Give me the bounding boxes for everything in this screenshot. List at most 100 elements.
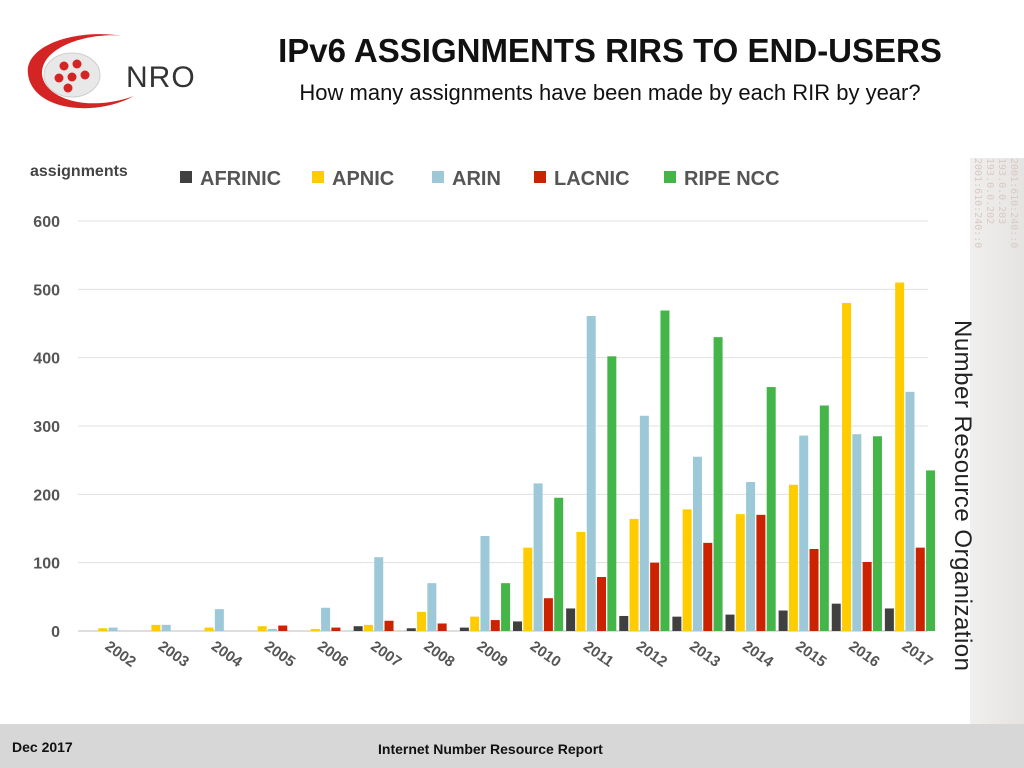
bar-apnic-2017 [895,282,905,631]
legend: AFRINIC APNIC ARIN LACNIC RIPE NCC [180,168,780,190]
x-tick-label: 2012 [633,638,670,671]
page-title: IPv6 ASSIGNMENTS RIRS TO END-USERS [278,32,942,69]
bar-arin-2014 [746,482,756,631]
bar-arin-2011 [586,315,596,631]
bar-arin-2008 [427,583,437,631]
bar-afrinic-2011 [566,608,576,631]
y-tick-label: 500 [33,282,60,299]
bg-number: 193.0.0.202 [984,158,995,225]
bar-apnic-2010 [523,547,533,631]
y-tick-label: 600 [33,214,60,231]
bar-apnic-2012 [629,518,639,631]
legend-swatch [432,171,444,183]
footer-date: Dec 2017 [12,739,73,755]
logo-text: NRO [126,61,196,94]
bar-afrinic-2016 [831,603,841,631]
bar-lacnic-2014 [756,514,766,631]
bar-apnic-2006 [310,628,320,631]
legend-swatch [534,171,546,183]
bar-apnic-2002 [98,628,108,631]
bar-arin-2013 [692,456,702,631]
x-tick-label: 2014 [739,638,777,671]
x-tick-label: 2006 [314,638,351,671]
x-tick-label: 2008 [421,638,458,671]
x-tick-label: 2005 [261,638,298,671]
bar-apnic-2003 [151,624,161,631]
x-tick-label: 2011 [580,638,616,671]
legend-entry: RIPE NCC [684,168,780,190]
bar-ripe-ncc-2012 [660,310,670,631]
nro-logo: NRO [27,34,196,109]
x-tick-label: 2009 [474,638,511,671]
bar-lacnic-2013 [703,542,713,631]
x-tick-label: 2013 [686,638,723,671]
bar-arin-2009 [480,536,490,631]
side-decoration: 2001:610:240::0 193.0.0.202 193.0.0.203 … [970,158,1024,724]
footer-report-title: Internet Number Resource Report [378,741,603,757]
page-subtitle: How many assignments have been made by e… [299,80,921,105]
bar-ripe-ncc-2010 [554,497,564,631]
bg-number: 2001:610:240::0 [1008,158,1019,249]
legend-swatch [180,171,192,183]
x-tick-label: 2004 [208,638,246,671]
x-tick-label: 2007 [367,638,404,671]
bar-ripe-ncc-2009 [501,583,511,631]
bar-ripe-ncc-2017 [926,470,936,631]
x-tick-label: 2016 [846,638,883,671]
x-tick-label: 2003 [155,638,192,671]
y-tick-labels: 0 100 200 300 400 500 600 [33,214,60,641]
y-axis-label: assignments [30,163,128,180]
bar-apnic-2011 [576,531,586,631]
legend-entry: ARIN [452,168,501,190]
bar-lacnic-2008 [437,623,447,631]
bar-afrinic-2007 [353,626,363,631]
bg-number: 2001:610:240::0 [972,158,983,249]
x-tick-labels: 2002 2003 2004 2005 2006 2007 2008 2009 2010 2011… [102,638,936,671]
legend-swatch [664,171,676,183]
bar-apnic-2008 [417,611,427,631]
bar-arin-2010 [533,483,543,631]
bar-lacnic-2010 [543,598,553,631]
bar-apnic-2016 [842,303,852,631]
bar-afrinic-2013 [672,616,682,631]
y-tick-label: 0 [51,624,60,641]
bar-ripe-ncc-2014 [766,387,776,631]
bg-number: 193.0.0.203 [996,158,1007,225]
bar-arin-2017 [905,391,915,631]
bar-arin-2006 [321,607,331,631]
bar-ripe-ncc-2011 [607,356,617,631]
legend-swatch [312,171,324,183]
footer: Dec 2017 Internet Number Resource Report [0,724,1024,768]
bar-afrinic-2014 [725,614,735,631]
bar-arin-2004 [214,609,224,631]
legend-entry: LACNIC [554,168,630,190]
bar-afrinic-2010 [513,621,522,631]
bar-apnic-2013 [682,509,692,631]
bar-apnic-2004 [204,627,214,631]
bar-lacnic-2009 [490,620,500,631]
x-tick-label: 2015 [792,638,829,671]
bar-chart: assignments AFRINIC APNIC ARIN LACNIC RIPE N… [30,163,936,671]
bar-ripe-ncc-2015 [819,405,829,631]
bar-arin-2002 [108,627,118,631]
y-tick-label: 100 [33,556,60,573]
bar-lacnic-2015 [809,549,819,631]
bars [98,282,936,631]
bar-lacnic-2012 [650,562,660,631]
bar-afrinic-2015 [778,610,788,631]
bar-lacnic-2011 [597,577,607,631]
organization-label: Number Resource Organization [949,320,976,672]
bar-lacnic-2007 [384,620,394,631]
legend-entry: AFRINIC [200,168,281,190]
bar-apnic-2009 [470,616,480,631]
x-tick-label: 2002 [102,638,139,671]
y-tick-label: 200 [33,487,60,504]
bar-apnic-2005 [257,626,267,631]
bar-arin-2005 [267,628,277,631]
bar-afrinic-2017 [884,608,894,631]
bar-ripe-ncc-2016 [872,436,882,631]
bar-lacnic-2005 [278,625,288,631]
legend-entry: APNIC [332,168,394,190]
bar-arin-2015 [799,435,809,631]
bar-ripe-ncc-2013 [713,337,723,631]
